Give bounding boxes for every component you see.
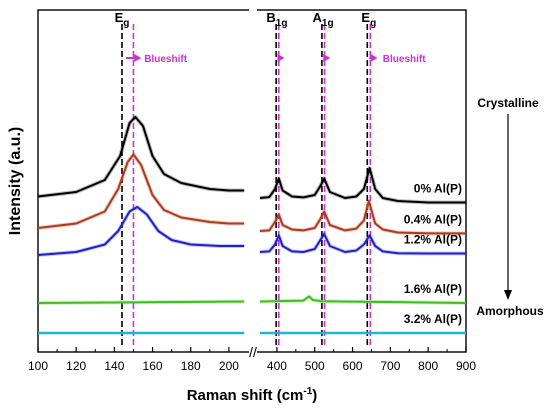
series-line [259,233,466,255]
x-axis-label: Raman shift (cm-1) [187,386,318,404]
blueshift-label: Blueshift [144,54,187,65]
axis-break-mark: // [249,344,257,360]
axis-break-gap [249,349,257,355]
x-tick-label: 900 [456,359,476,373]
blueshift-label: Blueshift [383,54,426,65]
series-line [259,200,466,235]
mode-label: A1g [313,10,334,29]
trend-arrowhead [504,290,512,300]
series-label: 1.2% Al(P) [404,233,462,247]
x-tick-label: 140 [104,359,124,373]
series-line-shadow [37,115,245,199]
blueshift-arrowhead [370,54,378,62]
mode-label: Eg [115,10,130,29]
x-tick-label: 200 [219,359,239,373]
series-line [37,300,245,304]
x-tick-label: 400 [267,359,287,373]
series-label: 0% Al(P) [414,182,462,196]
series-label: 1.6% Al(P) [404,282,462,296]
series-line [259,167,466,204]
series-label: 0.4% Al(P) [404,212,462,226]
series-line [259,295,467,304]
amorphous-label: Amorphous [476,304,544,318]
x-tick-label: 100 [28,359,48,373]
x-tick-label: 180 [181,359,201,373]
x-tick-label: 160 [143,359,163,373]
series-line [37,206,245,256]
axis-break-gap-top [249,7,257,13]
blueshift-arrowhead [323,54,331,62]
x-tick-label: 120 [66,359,86,373]
blueshift-arrowhead [134,54,142,62]
x-tick-label: 700 [380,359,400,373]
series-line [37,116,245,198]
mode-label: B1g [266,10,287,29]
series-line [37,153,245,229]
mode-label: Eg [361,10,376,29]
crystalline-label: Crystalline [477,96,539,110]
y-axis-label: Intensity (a.u.) [7,127,24,235]
x-tick-label: 500 [305,359,325,373]
x-tick-label: 800 [418,359,438,373]
x-tick-label: 600 [343,359,363,373]
series-line-shadow [37,205,245,257]
series-label: 3.2% Al(P) [404,312,462,326]
blueshift-arrowhead [277,54,285,62]
